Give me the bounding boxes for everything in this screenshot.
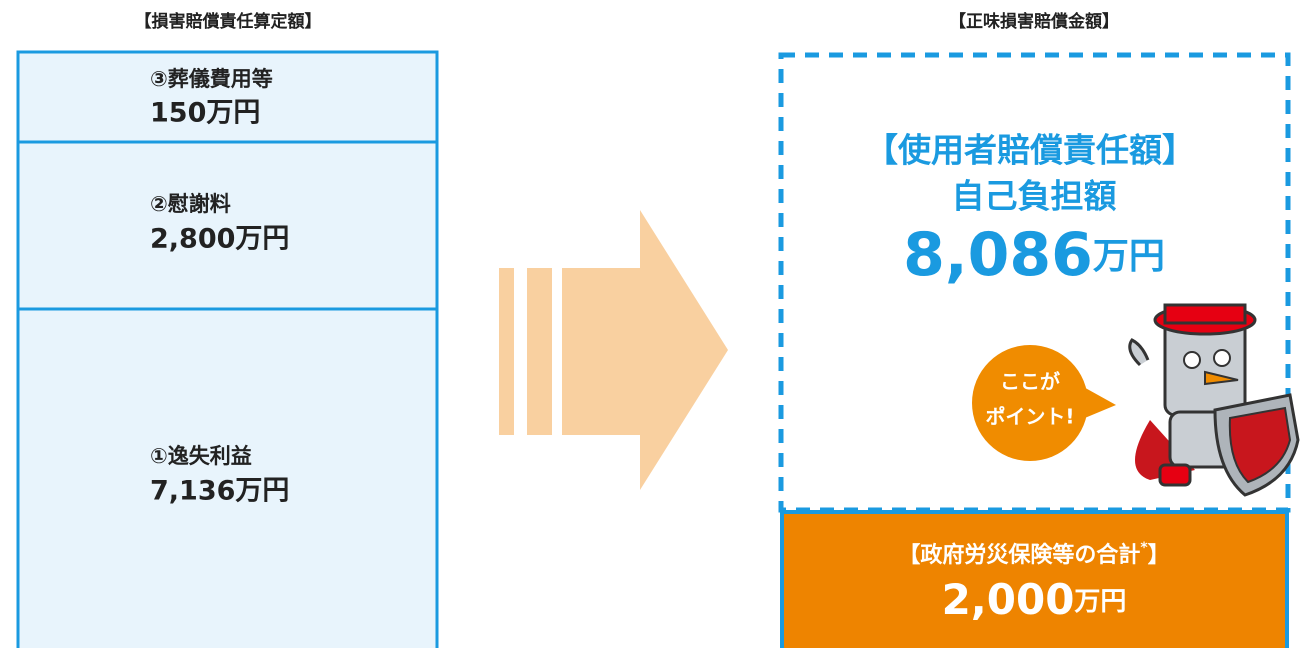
insurance-box — [780, 510, 1289, 648]
insurance-heading-line: 【政府労災保険等の合計*】 — [898, 540, 1169, 568]
insurance-amount-line: 2,000万円 — [942, 575, 1127, 624]
box-lost-profit — [16, 307, 439, 648]
item-label: ①逸失利益 — [150, 444, 252, 468]
insurance-heading: 【政府労災保険等の合計 — [898, 542, 1140, 568]
employer-amount: 8,086 — [903, 220, 1093, 290]
item-amount: 2,800万円 — [150, 224, 289, 255]
employer-amount-line: 8,086万円 — [903, 220, 1165, 290]
employer-heading: 【使用者賠償責任額】 — [865, 131, 1195, 170]
employer-subheading: 自己負担額 — [952, 177, 1117, 216]
arrow — [499, 210, 728, 490]
box-consolation — [16, 140, 439, 311]
bubble-text: ここが — [1000, 370, 1060, 394]
mascot — [1128, 303, 1300, 497]
bubble — [972, 345, 1116, 461]
left-title: 【損害賠償責任算定額】 — [135, 11, 322, 32]
right-title: 【正味損害賠償金額】 — [949, 11, 1119, 32]
insurance-amount: 2,000 — [942, 575, 1075, 624]
item-label: ③葬儀費用等 — [150, 67, 273, 91]
item-amount: 150万円 — [150, 98, 260, 129]
box-funeral — [16, 50, 439, 144]
insurance-mark: * — [1140, 540, 1148, 556]
item-amount: 7,136万円 — [150, 476, 289, 507]
item-label: ②慰謝料 — [150, 192, 231, 216]
insurance-close: 】 — [1148, 543, 1170, 568]
insurance-unit: 万円 — [1074, 587, 1126, 617]
employer-unit: 万円 — [1093, 236, 1165, 277]
bubble-text: ポイント! — [985, 405, 1074, 429]
